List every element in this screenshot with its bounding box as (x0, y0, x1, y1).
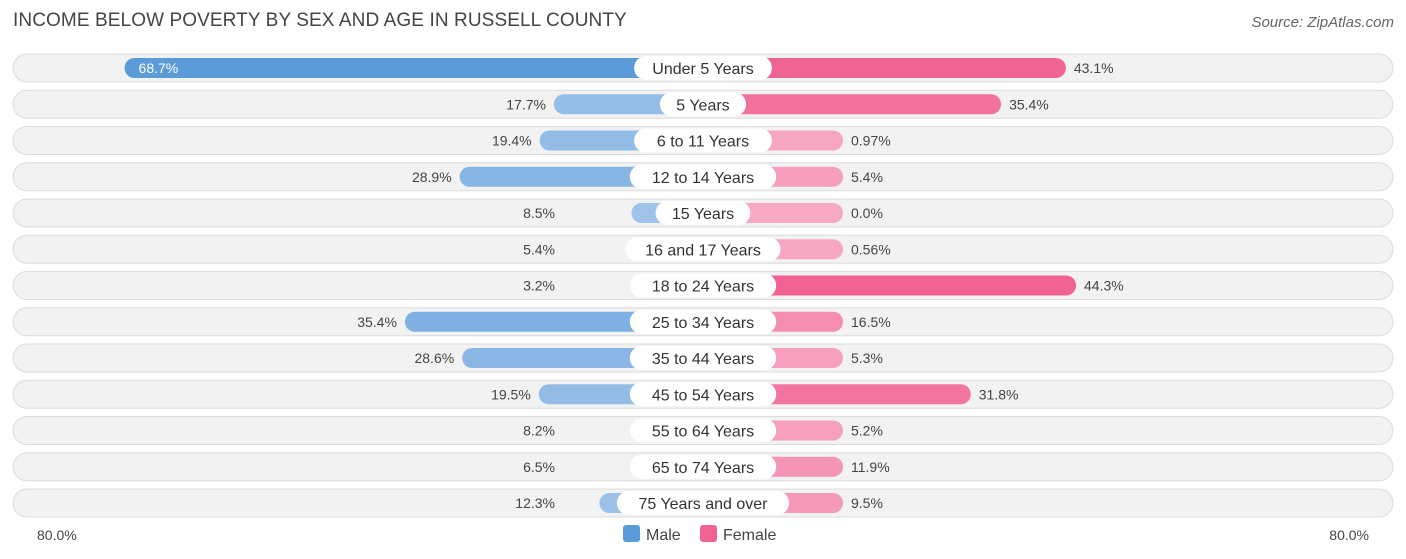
category-label: 12 to 14 Years (652, 170, 754, 187)
category-pill (629, 346, 777, 370)
male-value-label: 3.2% (523, 278, 555, 294)
category-label: 75 Years and over (639, 496, 769, 513)
male-value-label: 17.7% (506, 96, 546, 112)
male-value-label: 8.5% (523, 205, 555, 221)
female-value-label: 35.4% (1009, 96, 1049, 112)
female-value-label: 9.5% (851, 495, 883, 511)
male-bar (404, 311, 703, 332)
category-pill (629, 382, 777, 407)
female-bar (703, 94, 1002, 115)
category-pill (634, 56, 772, 80)
male-value-label: 6.5% (523, 459, 555, 475)
female-value-label: 16.5% (851, 314, 891, 330)
category-pill (659, 92, 747, 117)
male-bar (124, 58, 703, 78)
female-value-label: 43.1% (1074, 60, 1114, 76)
female-value-label: 11.9% (851, 459, 890, 475)
category-label: 65 to 74 Years (652, 460, 754, 477)
category-label: 6 to 11 Years (657, 134, 749, 151)
category-pill (629, 309, 777, 334)
axis-left-label: 80.0% (37, 527, 77, 543)
chart-title: INCOME BELOW POVERTY BY SEX AND AGE IN R… (13, 10, 627, 31)
category-pill (629, 273, 777, 298)
legend-label-female: Female (723, 527, 776, 544)
category-pill (634, 128, 772, 153)
male-value-label: 68.7% (139, 60, 179, 76)
male-value-label: 12.3% (515, 495, 555, 511)
category-label: 16 and 17 Years (645, 242, 761, 259)
category-pill (616, 491, 790, 515)
female-bar (703, 58, 1066, 78)
male-value-label: 8.2% (523, 423, 555, 439)
male-value-label: 19.4% (492, 133, 532, 149)
legend-label-male: Male (646, 527, 681, 544)
male-value-label: 28.9% (412, 169, 452, 185)
female-value-label: 44.3% (1084, 278, 1124, 294)
category-pill (625, 237, 781, 262)
female-value-label: 5.2% (851, 423, 883, 439)
category-pill (629, 164, 777, 189)
category-label: 35 to 44 Years (652, 351, 754, 368)
male-value-label: 5.4% (523, 241, 555, 257)
category-pill (629, 418, 777, 443)
category-label: 18 to 24 Years (652, 279, 754, 296)
female-value-label: 5.3% (851, 350, 883, 366)
female-bar (703, 275, 1077, 296)
male-value-label: 28.6% (414, 350, 454, 366)
category-label: 25 to 34 Years (652, 315, 754, 332)
category-label: 45 to 54 Years (652, 387, 754, 404)
legend-swatch-male (623, 525, 640, 542)
category-label: 5 Years (676, 97, 729, 114)
category-label: 15 Years (672, 206, 734, 223)
category-pill (629, 454, 777, 479)
female-value-label: 31.8% (979, 386, 1019, 402)
female-value-label: 5.4% (851, 169, 883, 185)
axis-right-label: 80.0% (1329, 527, 1369, 543)
male-value-label: 35.4% (357, 314, 397, 330)
female-value-label: 0.97% (851, 133, 891, 149)
legend-swatch-female (700, 525, 717, 542)
source-credit: Source: ZipAtlas.com (1251, 14, 1394, 31)
category-label: 55 to 64 Years (652, 424, 754, 441)
male-value-label: 19.5% (491, 386, 531, 402)
female-value-label: 0.0% (851, 205, 883, 221)
category-label: Under 5 Years (652, 61, 753, 78)
female-value-label: 0.56% (851, 241, 891, 257)
category-pill (655, 201, 751, 225)
